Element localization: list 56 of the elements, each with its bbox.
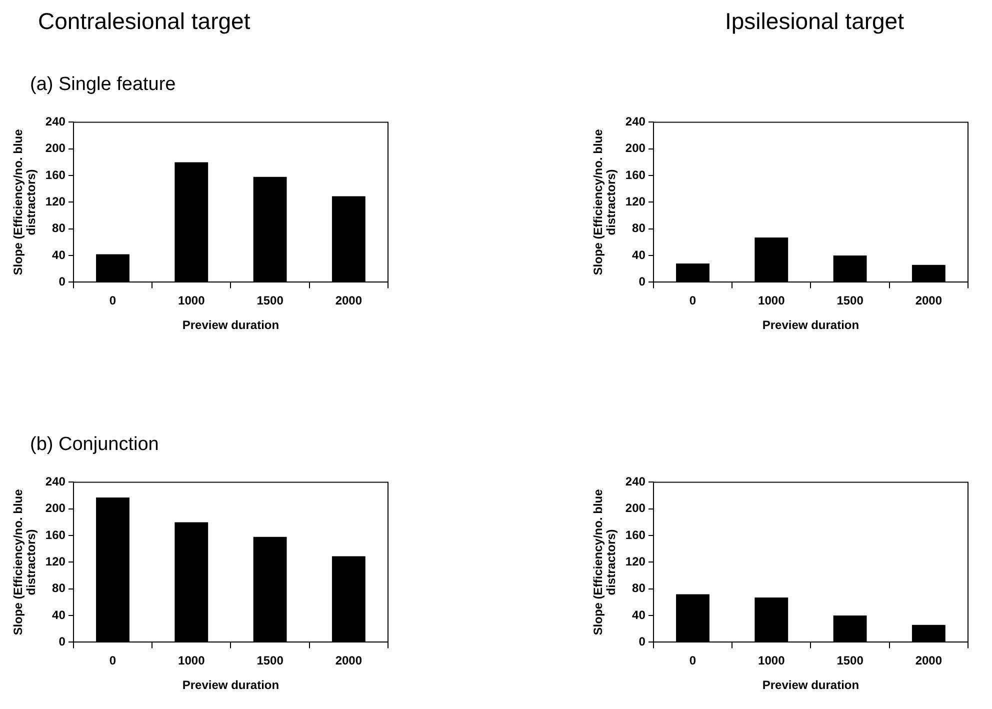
- x-tick-label: 0: [109, 654, 116, 668]
- x-tick-label: 2000: [915, 654, 942, 668]
- x-axis-title: Preview duration: [762, 678, 860, 692]
- x-axis-title: Preview duration: [182, 318, 280, 332]
- x-tick-label: 1500: [256, 294, 284, 308]
- y-tick-label: 200: [625, 141, 646, 156]
- y-tick-label: 40: [632, 248, 646, 262]
- y-tick-label: 160: [625, 168, 646, 182]
- y-tick-label: 200: [625, 501, 646, 516]
- x-tick-label: 2000: [335, 654, 362, 668]
- y-tick-label: 40: [632, 608, 646, 622]
- x-tick-label: 2000: [915, 294, 942, 308]
- y-axis-title: Slope (Efficiency/no. blue distractors): [590, 488, 618, 636]
- x-tick-label: 1500: [836, 654, 864, 668]
- y-axis-title: Slope (Efficiency/no. blue distractors): [10, 488, 38, 636]
- y-tick-label: 240: [625, 474, 646, 489]
- x-tick-label: 1000: [178, 294, 206, 308]
- chart-subtitle: (a) Single feature: [30, 74, 176, 96]
- y-tick-label: 40: [52, 248, 66, 262]
- x-tick-label: 1500: [836, 294, 864, 308]
- y-tick-label: 240: [45, 114, 66, 129]
- chart-subtitle: (b) Conjunction: [30, 434, 159, 456]
- y-axis-title: Slope (Efficiency/no. blue distractors): [10, 128, 38, 276]
- y-tick-label: 120: [45, 554, 66, 569]
- y-tick-label: 160: [45, 528, 66, 542]
- y-axis-title: Slope (Efficiency/no. blue distractors): [590, 128, 618, 276]
- y-tick-label: 120: [45, 194, 66, 209]
- y-tick-label: 80: [52, 581, 66, 596]
- y-tick-label: 80: [52, 221, 66, 236]
- x-tick-label: 0: [689, 294, 696, 308]
- x-tick-label: 1000: [178, 654, 206, 668]
- y-tick-label: 200: [45, 501, 66, 516]
- x-tick-label: 1000: [758, 654, 786, 668]
- y-tick-label: 0: [638, 634, 646, 649]
- y-tick-label: 0: [638, 274, 646, 289]
- y-tick-label: 160: [625, 528, 646, 542]
- x-axis-title: Preview duration: [182, 678, 280, 692]
- y-tick-label: 120: [625, 194, 646, 209]
- x-axis-title: Preview duration: [762, 318, 860, 332]
- y-tick-label: 80: [632, 581, 646, 596]
- y-tick-label: 120: [625, 554, 646, 569]
- x-tick-label: 0: [109, 294, 116, 308]
- y-tick-label: 160: [45, 168, 66, 182]
- y-tick-label: 240: [625, 114, 646, 129]
- y-tick-label: 0: [58, 634, 66, 649]
- y-tick-label: 0: [58, 274, 66, 289]
- y-tick-label: 200: [45, 141, 66, 156]
- x-tick-label: 1500: [256, 654, 284, 668]
- chart-title: Contralesional target: [38, 8, 250, 35]
- y-tick-label: 80: [632, 221, 646, 236]
- chart-title: Ipsilesional target: [725, 8, 904, 35]
- x-tick-label: 1000: [758, 294, 786, 308]
- x-tick-label: 2000: [335, 294, 362, 308]
- y-tick-label: 40: [52, 608, 66, 622]
- y-tick-label: 240: [45, 474, 66, 489]
- x-tick-label: 0: [689, 654, 696, 668]
